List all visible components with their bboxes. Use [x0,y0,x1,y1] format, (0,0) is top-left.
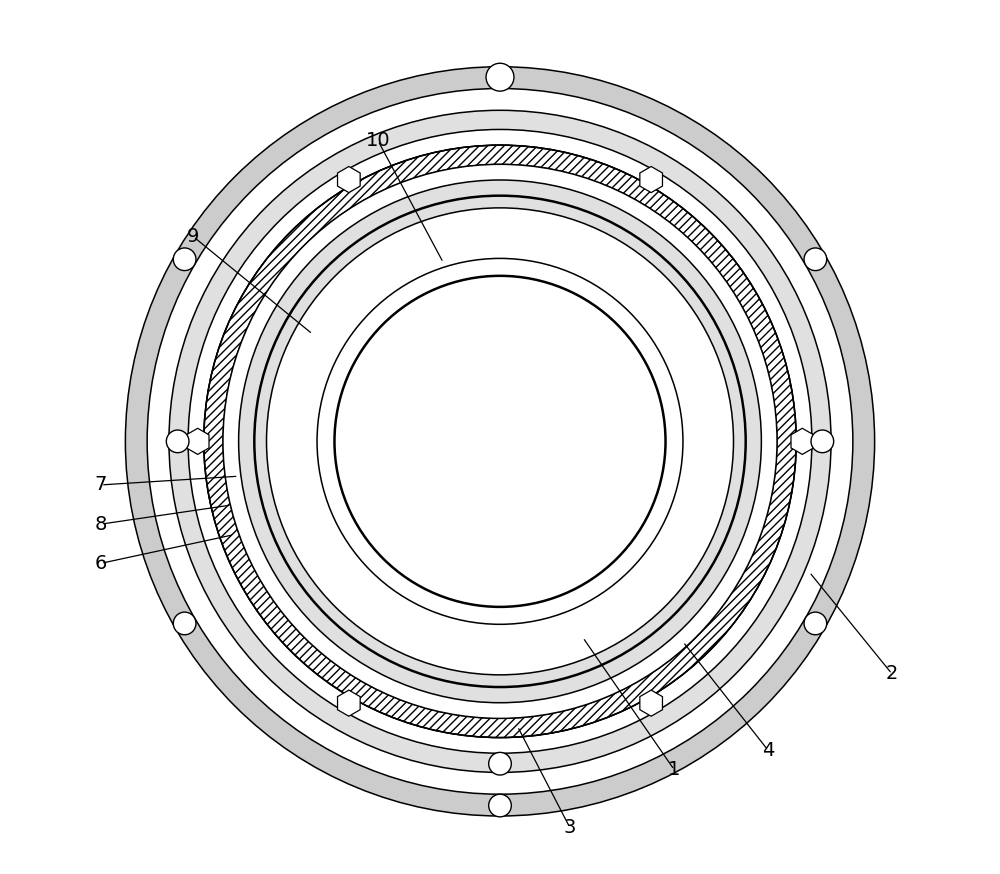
Circle shape [223,164,777,718]
Circle shape [486,63,514,91]
Text: 7: 7 [95,475,107,495]
Circle shape [147,88,853,794]
Text: 9: 9 [187,227,200,246]
Circle shape [804,248,827,271]
Circle shape [804,612,827,635]
Text: 2: 2 [886,664,898,683]
Circle shape [267,208,733,675]
Circle shape [169,110,831,773]
Circle shape [173,612,196,635]
Circle shape [239,180,761,703]
Circle shape [267,208,733,675]
Circle shape [239,180,761,703]
Circle shape [334,276,666,607]
Circle shape [489,753,511,775]
Text: 1: 1 [668,760,680,780]
Circle shape [166,430,189,453]
Text: 10: 10 [366,131,390,150]
Text: 8: 8 [95,515,107,534]
Circle shape [169,110,831,773]
Circle shape [489,794,511,817]
Circle shape [173,248,196,271]
Circle shape [204,145,796,738]
Circle shape [489,66,511,88]
Text: 4: 4 [762,741,775,760]
Circle shape [125,66,875,816]
Circle shape [188,129,812,753]
Circle shape [317,259,683,624]
Circle shape [188,129,812,753]
Circle shape [811,430,834,453]
Text: 6: 6 [95,554,107,572]
Text: 3: 3 [564,818,576,836]
Circle shape [147,88,853,794]
